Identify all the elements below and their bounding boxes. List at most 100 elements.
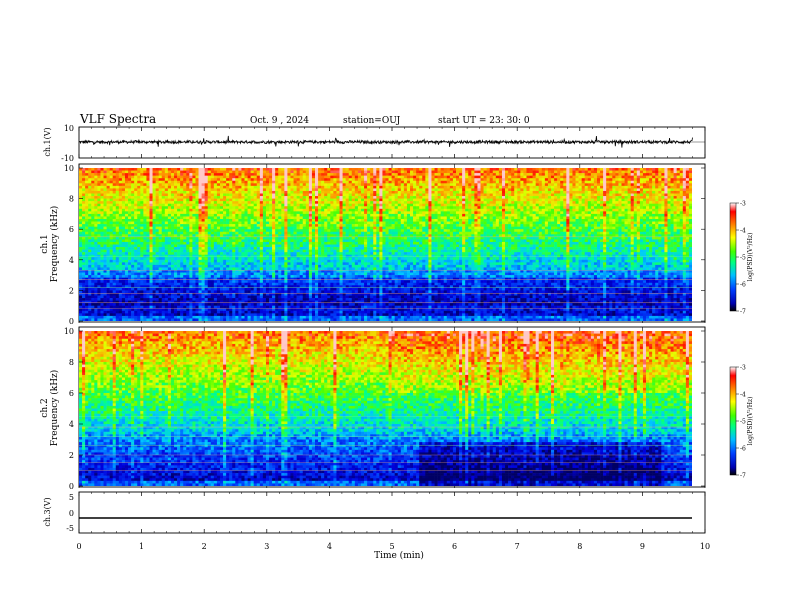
spectrogram-cell: [241, 306, 244, 309]
spectrogram-cell: [257, 313, 260, 316]
spectrogram-cell: [263, 173, 266, 176]
spectrogram-cell: [192, 229, 195, 232]
spectrogram-cell: [226, 222, 229, 225]
spectrogram-cell: [177, 280, 180, 283]
spectrogram-cell: [79, 237, 82, 240]
spectrogram-cell: [131, 252, 134, 255]
spectrogram-cell: [94, 316, 97, 319]
spectrogram-cell: [278, 206, 281, 209]
spectrogram-cell: [192, 255, 195, 258]
spectrogram-cell: [294, 280, 297, 283]
spectrogram-cell: [131, 199, 134, 202]
spectrogram-cell: [97, 306, 100, 309]
spectrogram-cell: [97, 318, 100, 321]
spectrogram-cell: [232, 191, 235, 194]
spectrogram-cell: [153, 255, 156, 258]
spectrogram-cell: [125, 313, 128, 316]
spectrogram-cell: [303, 204, 306, 207]
spectrogram-cell: [143, 199, 146, 202]
spectrogram-cell: [122, 275, 125, 278]
spectrogram-cell: [85, 216, 88, 219]
spectrogram-cell: [79, 183, 82, 186]
spectrogram-cell: [82, 237, 85, 240]
spectrogram-cell: [241, 242, 244, 245]
spectrogram-cell: [195, 257, 198, 260]
spectrogram-cell: [137, 260, 140, 263]
spectrogram-cell: [290, 168, 293, 171]
spectrogram-cell: [183, 273, 186, 276]
spectrogram-cell: [290, 239, 293, 242]
spectrogram-cell: [303, 211, 306, 214]
spectrogram-cell: [168, 227, 171, 230]
spectrogram-cell: [272, 280, 275, 283]
spectrogram-cell: [232, 283, 235, 286]
spectrogram-cell: [189, 171, 192, 174]
spectrogram-cell: [94, 298, 97, 301]
spectrogram-cell: [306, 252, 309, 255]
spectrogram-cell: [281, 214, 284, 217]
spectrogram-cell: [272, 224, 275, 227]
spectrogram-cell: [153, 273, 156, 276]
spectrogram-cell: [140, 242, 143, 245]
spectrogram-cell: [180, 232, 183, 235]
spectrogram-cell: [110, 196, 113, 199]
spectrogram-cell: [165, 288, 168, 291]
spectrogram-cell: [171, 257, 174, 260]
spectrogram-cell: [119, 311, 122, 314]
spectrogram-cell: [257, 250, 260, 253]
spectrogram-cell: [168, 247, 171, 250]
spectrogram-cell: [183, 232, 186, 235]
spectrogram-cell: [260, 178, 263, 181]
spectrogram-cell: [150, 181, 153, 184]
spectrogram-cell: [91, 278, 94, 281]
spectrogram-cell: [260, 306, 263, 309]
spectrogram-cell: [202, 306, 205, 309]
spectrogram-cell: [180, 265, 183, 268]
spectrogram-cell: [318, 204, 321, 207]
spectrogram-cell: [110, 173, 113, 176]
spectrogram-cell: [248, 176, 251, 179]
spectrogram-cell: [79, 191, 82, 194]
spectrogram-cell: [321, 171, 324, 174]
spectrogram-cell: [195, 196, 198, 199]
spectrogram-cell: [162, 250, 165, 253]
spectrogram-cell: [146, 173, 149, 176]
spectrogram-cell: [125, 191, 128, 194]
spectrogram-cell: [107, 267, 110, 270]
spectrogram-cell: [263, 214, 266, 217]
spectrogram-cell: [324, 245, 327, 248]
spectrogram-cell: [235, 267, 238, 270]
spectrogram-cell: [257, 168, 260, 171]
spectrogram-cell: [269, 245, 272, 248]
spectrogram-cell: [303, 219, 306, 222]
spectrogram-cell: [85, 181, 88, 184]
spectrogram-cell: [104, 285, 107, 288]
spectrogram-cell: [303, 227, 306, 230]
spectrogram-cell: [177, 178, 180, 181]
spectrogram-cell: [100, 273, 103, 276]
spectrogram-cell: [241, 183, 244, 186]
spectrogram-cell: [125, 290, 128, 293]
spectrogram-cell: [91, 186, 94, 189]
spectrogram-cell: [324, 178, 327, 181]
spectrogram-cell: [321, 224, 324, 227]
spectrogram-cell: [125, 283, 128, 286]
spectrogram-cell: [241, 168, 244, 171]
spectrogram-cell: [189, 288, 192, 291]
spectrogram-cell: [202, 191, 205, 194]
spectrogram-cell: [128, 214, 131, 217]
spectrogram-cell: [156, 313, 159, 316]
spectrogram-cell: [315, 252, 318, 255]
spectrogram-cell: [150, 316, 153, 319]
spectrogram-cell: [309, 183, 312, 186]
spectrogram-cell: [97, 313, 100, 316]
spectrogram-cell: [245, 239, 248, 242]
spectrogram-cell: [97, 168, 100, 171]
spectrogram-cell: [122, 183, 125, 186]
spectrogram-cell: [162, 285, 165, 288]
spectrogram-cell: [97, 303, 100, 306]
spectrogram-cell: [232, 183, 235, 186]
spectrogram-cell: [186, 206, 189, 209]
spectrogram-cell: [174, 194, 177, 197]
spectrogram-cell: [278, 290, 281, 293]
